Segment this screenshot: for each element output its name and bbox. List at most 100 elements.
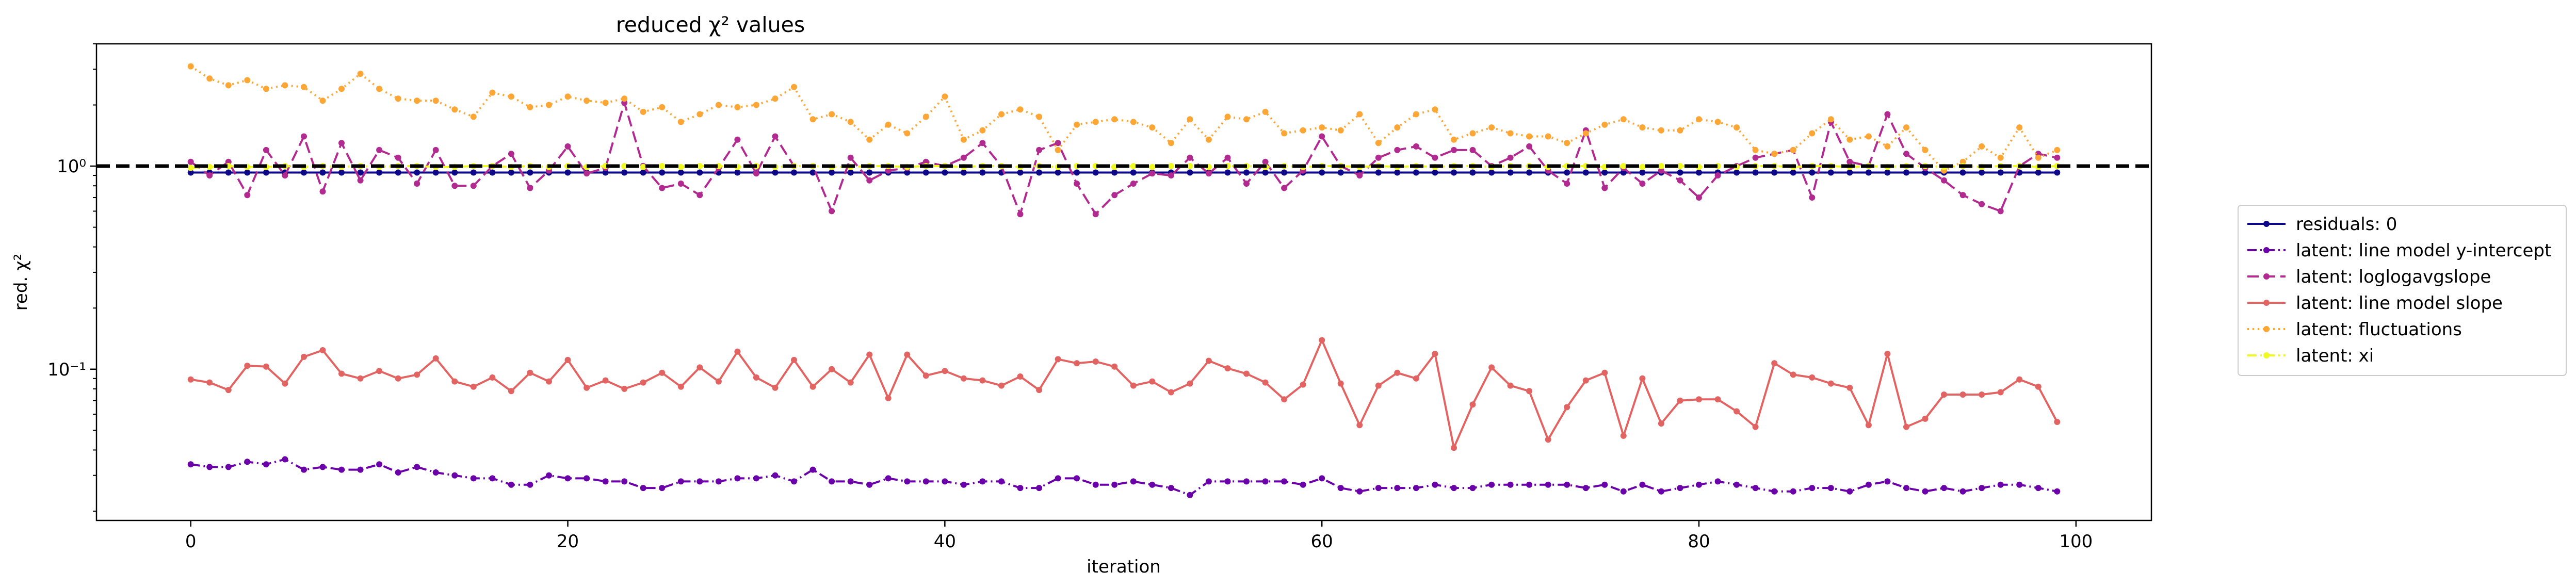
data-point	[1790, 488, 1796, 495]
data-point	[1620, 116, 1627, 123]
data-point	[1281, 169, 1288, 176]
data-point	[584, 384, 590, 391]
data-point	[564, 93, 571, 100]
data-point	[2035, 383, 2042, 390]
data-point	[1205, 478, 1212, 485]
data-point	[1507, 130, 1514, 137]
data-point	[1809, 374, 1816, 381]
data-point	[1356, 111, 1363, 118]
data-point	[753, 475, 759, 482]
data-point	[489, 374, 496, 381]
data-point	[772, 133, 779, 140]
data-point	[1865, 133, 1872, 140]
data-point	[1941, 177, 1947, 184]
legend-label: latent: line model y-intercept	[2296, 240, 2551, 261]
data-point	[979, 140, 986, 146]
data-point	[696, 169, 703, 176]
data-point	[1639, 124, 1646, 131]
series-path	[190, 339, 2059, 449]
data-point	[1281, 478, 1288, 485]
data-point	[1168, 140, 1174, 146]
data-point	[263, 363, 269, 370]
y-tick-label: 10⁻¹	[47, 360, 86, 380]
data-point	[1243, 370, 1250, 377]
data-point	[1922, 146, 1929, 153]
data-point	[1168, 389, 1174, 396]
data-point	[677, 169, 684, 176]
data-point	[1564, 481, 1570, 488]
data-point	[1658, 420, 1664, 427]
data-point	[621, 385, 628, 392]
data-point	[1809, 169, 1816, 176]
data-point	[301, 353, 307, 360]
data-point	[395, 169, 401, 176]
series-line	[187, 456, 2061, 498]
data-point	[1941, 391, 1947, 398]
data-point	[1337, 380, 1344, 387]
data-point	[1733, 408, 1740, 415]
data-point	[809, 169, 816, 176]
data-point	[508, 93, 514, 100]
data-point	[1055, 140, 1061, 146]
data-point	[338, 169, 345, 176]
data-point	[1243, 116, 1250, 123]
data-point	[225, 158, 232, 165]
data-point	[1601, 169, 1608, 176]
data-point	[1017, 211, 1024, 218]
data-point	[508, 481, 514, 488]
data-point	[942, 368, 948, 374]
data-point	[1979, 391, 1985, 398]
data-point	[829, 111, 835, 118]
data-point	[2016, 376, 2023, 383]
data-point	[546, 378, 552, 385]
data-point	[960, 375, 967, 382]
data-point	[1752, 169, 1759, 176]
data-point	[1582, 485, 1589, 492]
data-point	[584, 475, 590, 482]
data-point	[753, 102, 759, 108]
data-point	[885, 475, 892, 482]
data-point	[1639, 169, 1646, 176]
data-point	[1846, 136, 1853, 143]
data-point	[451, 106, 458, 113]
data-point	[1394, 169, 1401, 176]
data-point	[696, 364, 703, 371]
data-point	[2054, 488, 2061, 495]
data-point	[376, 461, 383, 468]
data-point	[1526, 169, 1533, 176]
series-path	[190, 102, 2057, 216]
data-point	[1319, 337, 1325, 344]
data-point	[1469, 169, 1476, 176]
data-point	[715, 478, 722, 485]
data-point	[1356, 488, 1363, 495]
data-point	[677, 181, 684, 187]
data-point	[187, 165, 194, 171]
data-point	[206, 464, 213, 470]
data-point	[1356, 172, 1363, 179]
data-point	[791, 84, 797, 90]
data-point	[282, 172, 288, 179]
data-point	[791, 478, 797, 485]
data-point	[282, 380, 288, 387]
data-point	[659, 169, 666, 176]
data-point	[225, 169, 232, 176]
data-point	[1658, 488, 1664, 495]
data-point	[1714, 119, 1721, 125]
data-point	[1752, 423, 1759, 430]
data-point	[1375, 169, 1382, 176]
x-tick-label: 20	[557, 531, 579, 552]
data-point	[602, 169, 609, 176]
x-tick-label: 100	[2059, 531, 2093, 552]
data-point	[1959, 391, 1966, 398]
data-point	[1036, 146, 1043, 153]
data-point	[1187, 169, 1193, 176]
data-point	[206, 164, 213, 170]
data-point	[1375, 140, 1382, 146]
data-point	[1130, 119, 1137, 125]
data-point	[206, 172, 213, 179]
data-point	[1469, 401, 1476, 408]
data-point	[885, 395, 892, 401]
data-point	[640, 485, 646, 492]
data-point	[1205, 170, 1212, 177]
data-point	[1413, 143, 1419, 150]
